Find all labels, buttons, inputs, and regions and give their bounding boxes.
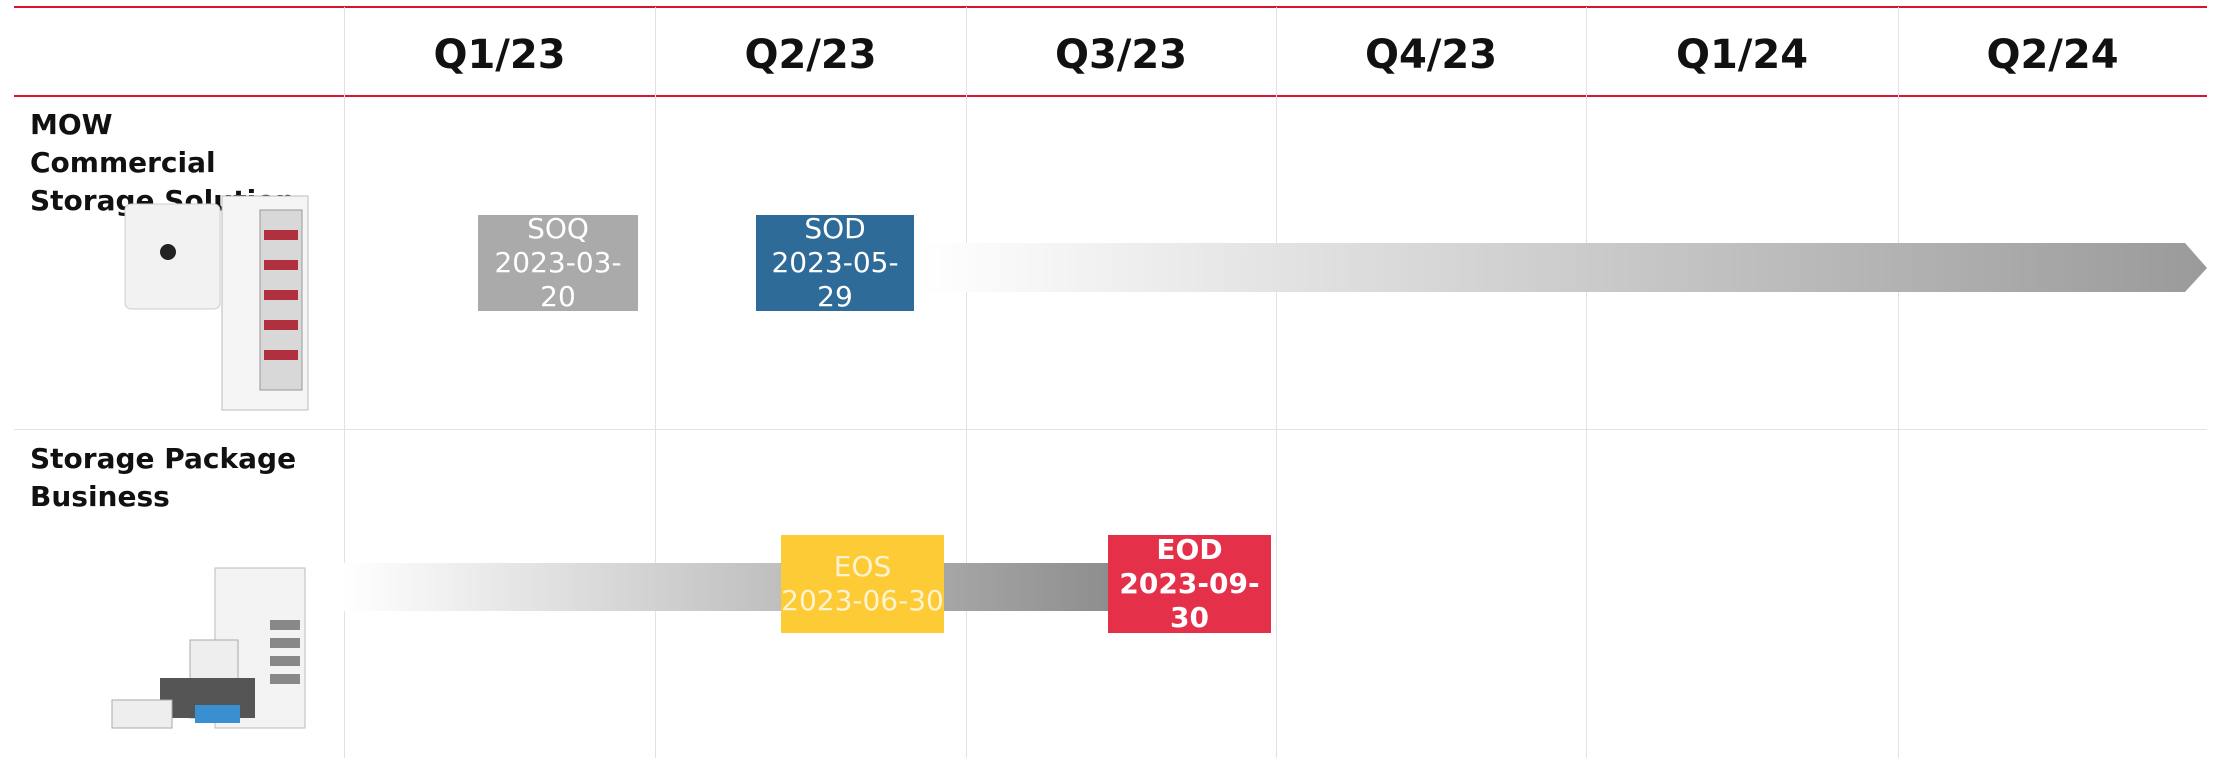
milestone-label: EOD — [1156, 533, 1222, 567]
milestone-date: 2023-03-20 — [478, 246, 638, 314]
availability-arrow — [920, 243, 2207, 292]
roadmap: Q1/23 Q2/23 Q3/23 Q4/23 Q1/24 Q2/24 MOW … — [0, 0, 2219, 758]
milestone-date: 2023-05-29 — [756, 246, 914, 314]
milestone: EOD 2023-09-30 — [1108, 535, 1271, 633]
timeline-bars — [0, 0, 2219, 758]
milestone: SOQ 2023-03-20 — [478, 215, 638, 311]
milestone-label: SOQ — [527, 212, 589, 246]
milestone: EOS 2023-06-30 — [781, 535, 944, 633]
milestone: SOD 2023-05-29 — [756, 215, 914, 311]
milestone-label: EOS — [834, 550, 892, 584]
milestone-label: SOD — [804, 212, 865, 246]
milestone-date: 2023-09-30 — [1108, 567, 1271, 635]
phase-out-bar — [344, 563, 1108, 611]
milestone-date: 2023-06-30 — [781, 584, 944, 618]
